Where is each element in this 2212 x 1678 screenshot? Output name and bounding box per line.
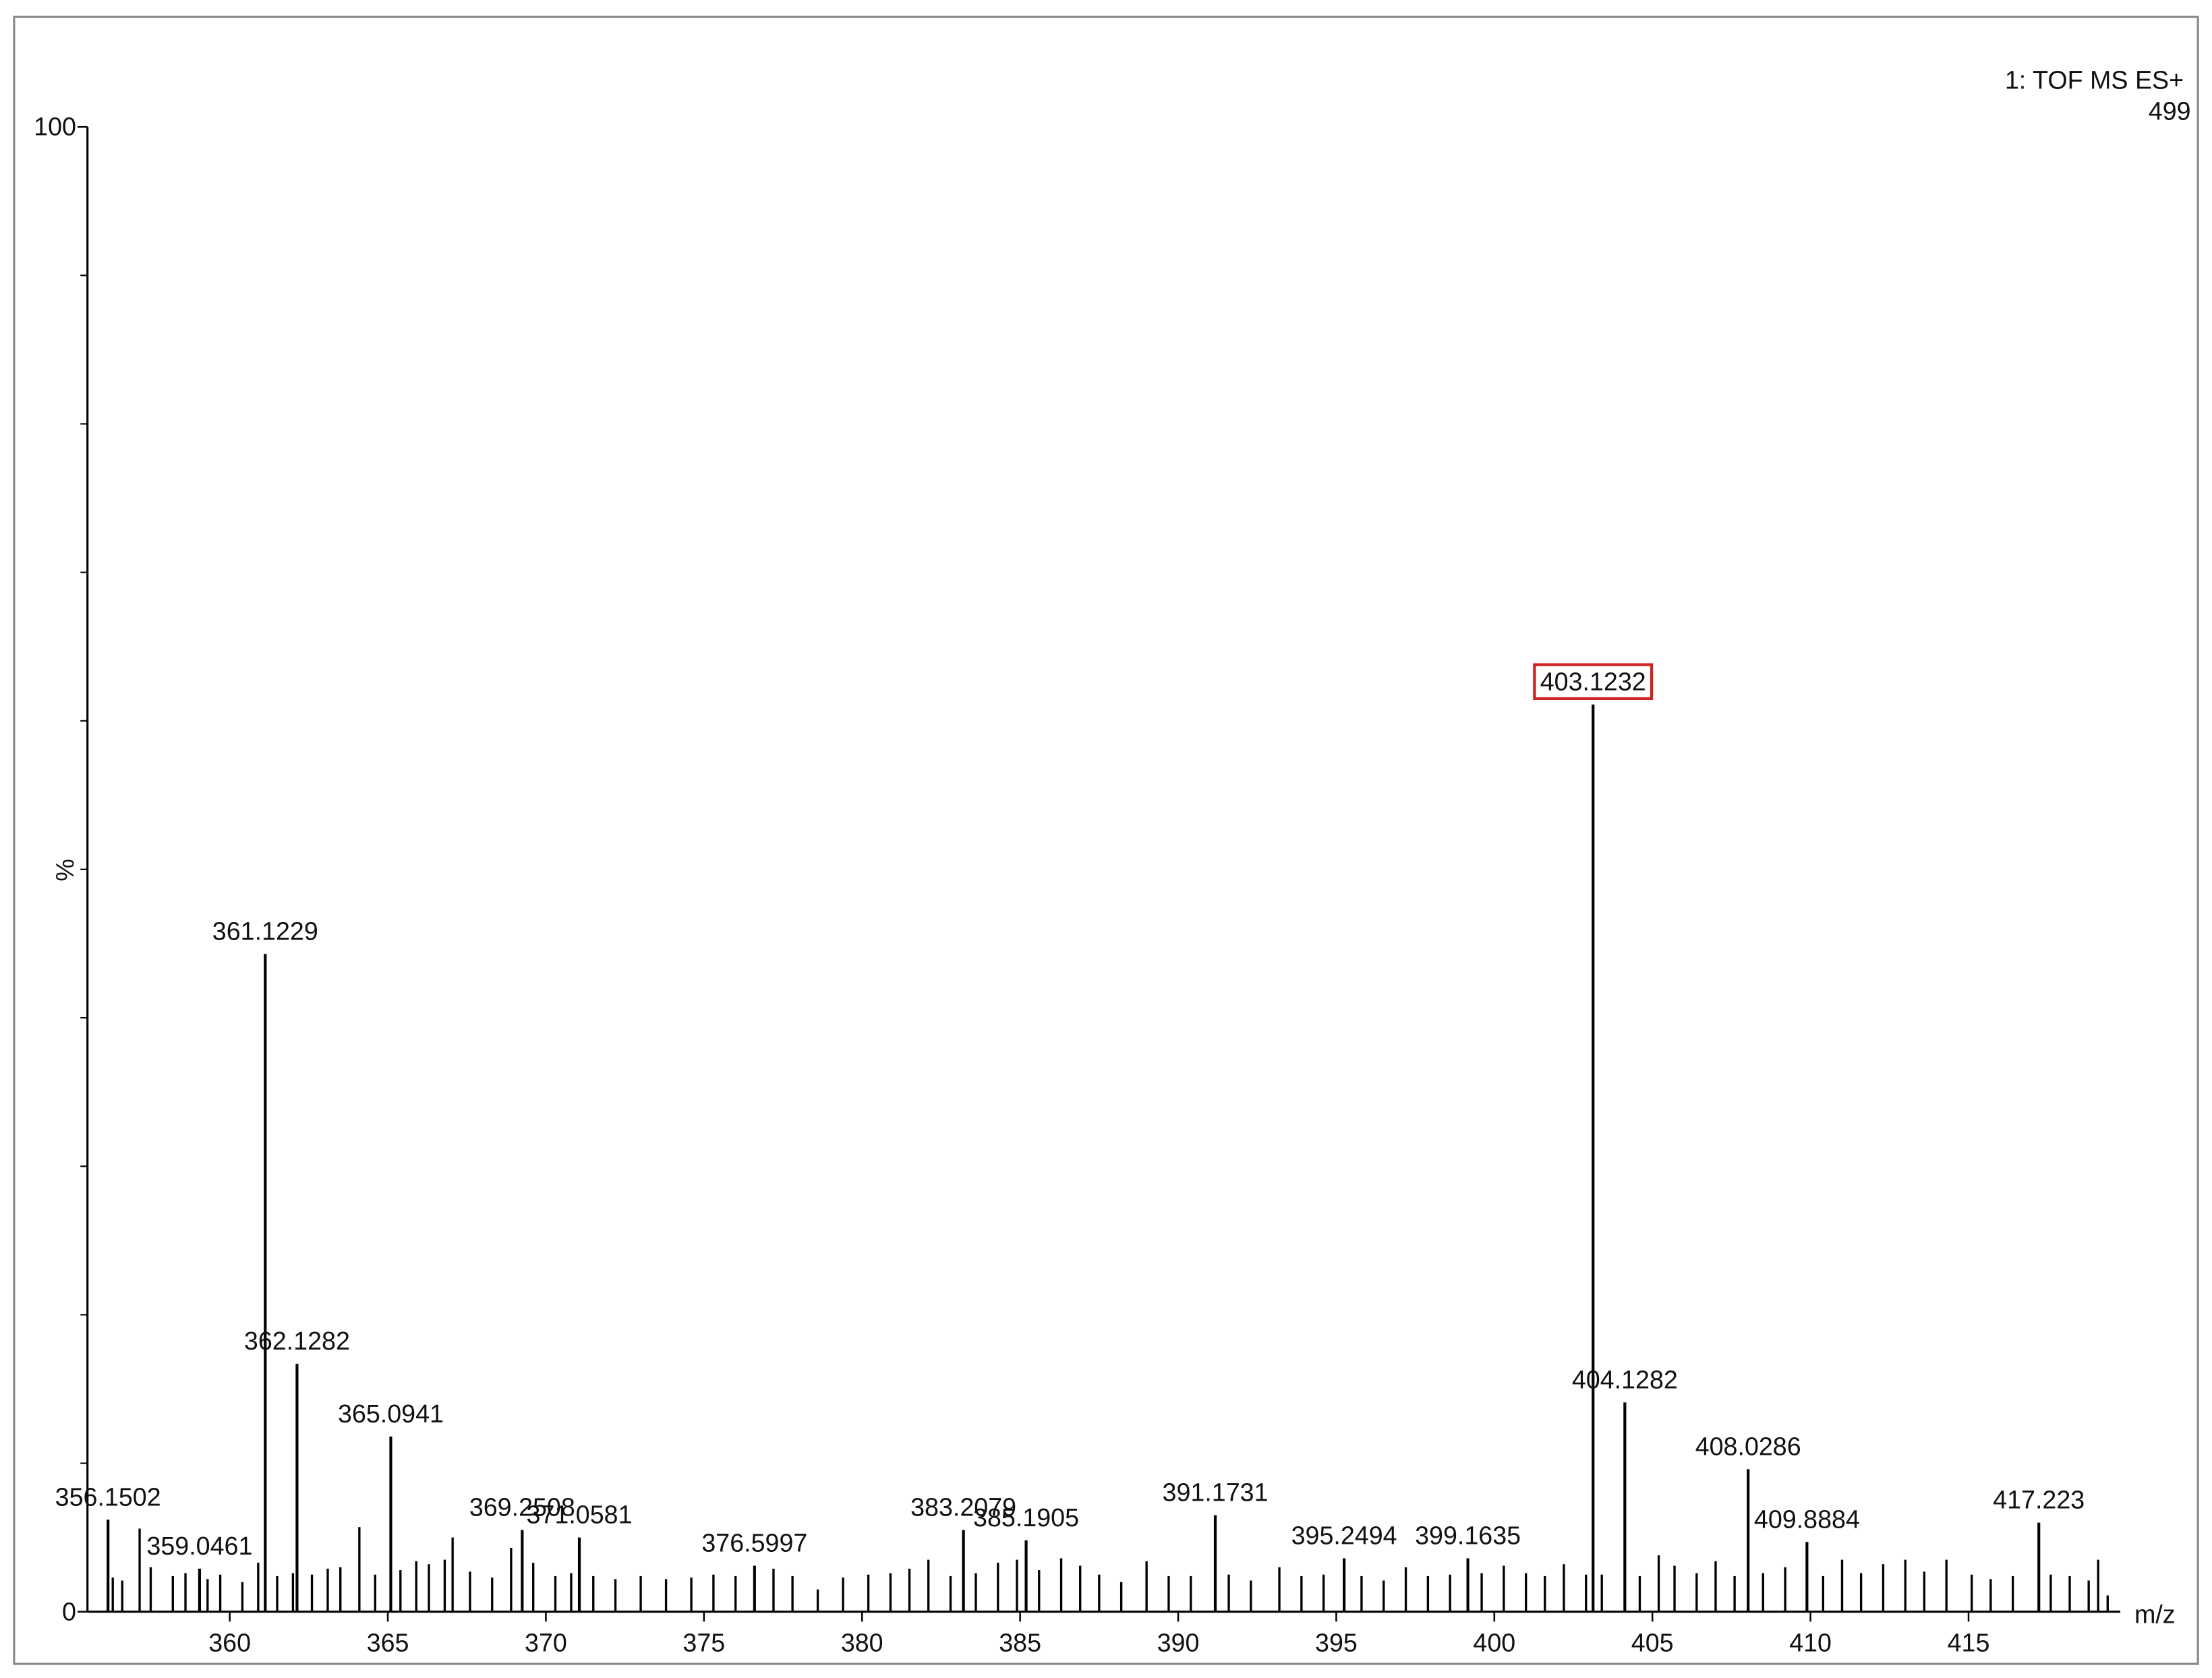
peak-label: 376.5997 bbox=[701, 1529, 807, 1557]
peak-label: 365.0941 bbox=[338, 1399, 444, 1428]
frame bbox=[13, 16, 2199, 1665]
peak-label: 404.1282 bbox=[1572, 1365, 1678, 1393]
peak-label: 361.1229 bbox=[212, 917, 318, 946]
peak-label: 369.2508 bbox=[469, 1493, 575, 1522]
y-axis-label: % bbox=[51, 859, 79, 881]
peak-label: 362.1282 bbox=[244, 1327, 350, 1355]
x-tick-label: 410 bbox=[1789, 1628, 1832, 1656]
y-tick-label: 0 bbox=[62, 1597, 76, 1625]
peak-label: 399.1635 bbox=[1415, 1522, 1521, 1550]
peak-label: 417.223 bbox=[1993, 1486, 2085, 1514]
x-tick-label: 370 bbox=[525, 1628, 567, 1656]
x-tick-label: 415 bbox=[1948, 1628, 1990, 1656]
peak-label: 395.2494 bbox=[1291, 1522, 1397, 1550]
header-value: 499 bbox=[2149, 97, 2191, 125]
peak-label: 408.0286 bbox=[1695, 1432, 1801, 1460]
peak-label: 383.2079 bbox=[910, 1493, 1016, 1522]
x-tick-label: 360 bbox=[208, 1628, 251, 1656]
peak-label: 409.8884 bbox=[1754, 1505, 1860, 1533]
x-tick-label: 390 bbox=[1157, 1628, 1200, 1656]
x-tick-label: 395 bbox=[1315, 1628, 1358, 1656]
x-tick-label: 385 bbox=[999, 1628, 1041, 1656]
x-tick-label: 380 bbox=[841, 1628, 883, 1656]
highlight-box bbox=[1533, 663, 1654, 700]
peak-label: 403.1232 bbox=[1540, 668, 1646, 696]
header: 1: TOF MS ES+ bbox=[2005, 66, 2184, 94]
peak-label: 385.1905 bbox=[973, 1503, 1079, 1532]
peak-label: 391.1731 bbox=[1163, 1478, 1269, 1507]
x-tick-label: 400 bbox=[1473, 1628, 1515, 1656]
peak-label: 359.0461 bbox=[146, 1532, 252, 1560]
x-tick-label: 375 bbox=[682, 1628, 725, 1656]
peak-label: 371.0581 bbox=[527, 1501, 633, 1529]
x-tick-label: 405 bbox=[1631, 1628, 1674, 1656]
y-tick-label: 100 bbox=[34, 113, 76, 141]
peak-label: 356.1502 bbox=[55, 1482, 161, 1511]
x-axis-label: m/z bbox=[2134, 1600, 2176, 1628]
x-tick-label: 365 bbox=[367, 1628, 409, 1656]
